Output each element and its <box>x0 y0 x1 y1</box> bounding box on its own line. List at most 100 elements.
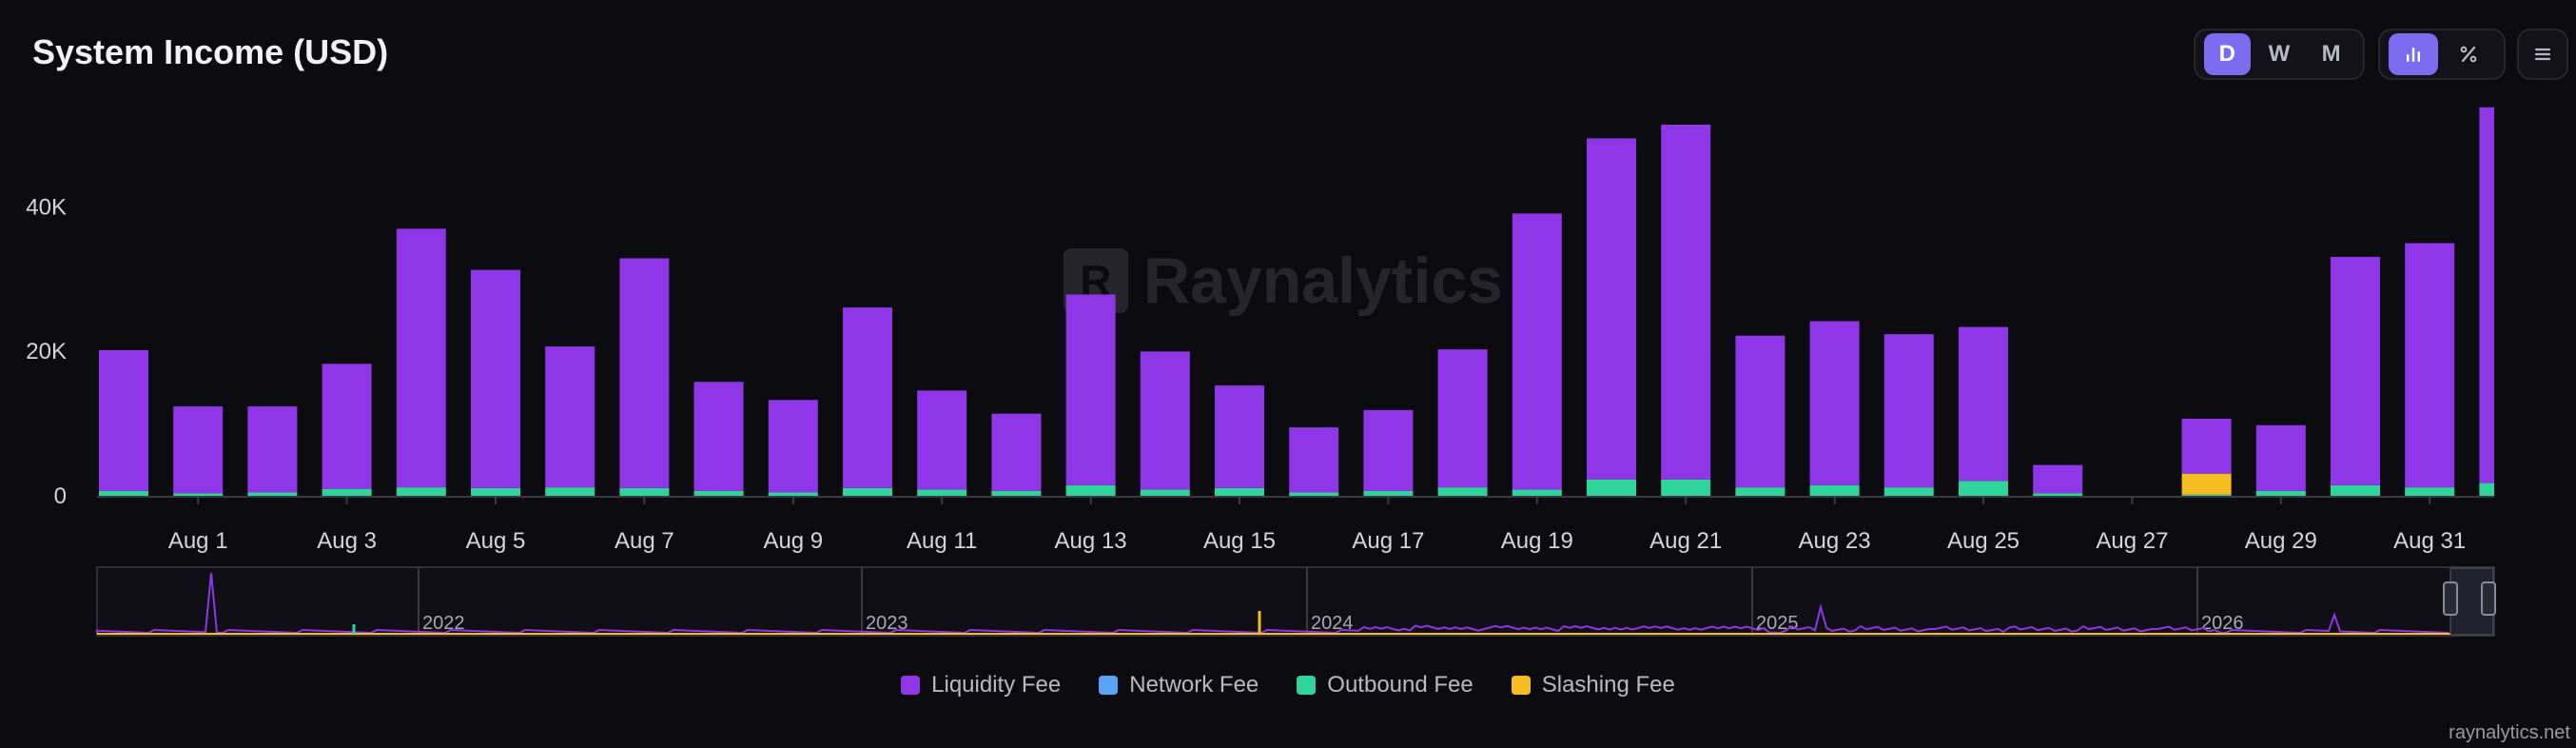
bar-outbound-fee[interactable] <box>843 487 892 497</box>
bar-outbound-fee[interactable] <box>1289 492 1339 497</box>
bar-liquidity-fee[interactable] <box>1959 326 2008 482</box>
bar-outbound-fee[interactable] <box>396 487 446 497</box>
x-tick-label: Aug 7 <box>615 528 674 554</box>
period-week-button[interactable]: W <box>2268 41 2291 67</box>
bar-liquidity-fee[interactable] <box>619 258 670 488</box>
bar-liquidity-fee[interactable] <box>2255 424 2306 491</box>
x-axis: Aug 1 Aug 3 Aug 5 Aug 7 Aug 9 Aug 11 Aug 13 Aug… <box>168 497 2466 554</box>
bar-outbound-fee[interactable] <box>322 488 372 497</box>
bar-liquidity-fee[interactable] <box>693 382 744 491</box>
bar-liquidity-fee[interactable] <box>1883 334 1934 488</box>
legend-item-outbound-fee[interactable]: Outbound Fee <box>1297 672 1473 699</box>
bar-outbound-fee[interactable] <box>1735 487 1786 497</box>
bar-liquidity-fee[interactable] <box>2033 464 2083 494</box>
x-tick-label: Aug 29 <box>2245 528 2317 554</box>
bar-liquidity-fee[interactable] <box>1735 335 1786 488</box>
bar-liquidity-fee[interactable] <box>991 413 1042 491</box>
bar-outbound-fee[interactable] <box>991 490 1042 497</box>
bar-outbound-fee[interactable] <box>1959 481 2008 497</box>
period-day-button[interactable]: D <box>2204 33 2251 75</box>
navigator-year-label: 2024 <box>1311 613 1354 634</box>
bar-liquidity-fee[interactable] <box>1809 321 1860 485</box>
bar-outbound-fee[interactable] <box>1437 487 1488 497</box>
bar-outbound-fee[interactable] <box>619 487 670 497</box>
bar-outbound-fee[interactable] <box>471 487 520 497</box>
bar-outbound-fee[interactable] <box>2479 482 2494 497</box>
bar-liquidity-fee[interactable] <box>173 406 224 494</box>
bar-liquidity-fee[interactable] <box>2405 243 2455 488</box>
bar-series <box>99 107 2494 497</box>
bar-liquidity-fee[interactable] <box>1363 409 1414 491</box>
bar-outbound-fee[interactable] <box>247 492 298 497</box>
navigator-handle[interactable] <box>2443 581 2458 616</box>
navigator-year-label: 2025 <box>1756 613 1799 634</box>
bar-liquidity-fee[interactable] <box>917 390 967 490</box>
y-tick-label: 20K <box>26 339 67 364</box>
bar-outbound-fee[interactable] <box>545 487 595 497</box>
bar-outbound-fee[interactable] <box>1587 479 1636 497</box>
navigator-year-label: 2023 <box>866 613 908 634</box>
bar-liquidity-fee[interactable] <box>2331 256 2380 485</box>
x-tick-label: Aug 3 <box>317 528 377 554</box>
bar-outbound-fee[interactable] <box>2181 494 2232 497</box>
legend-item-network-fee[interactable]: Network Fee <box>1099 672 1259 699</box>
bar-outbound-fee[interactable] <box>1661 479 1711 497</box>
navigator-handle[interactable] <box>2481 581 2496 616</box>
bar-outbound-fee[interactable] <box>1215 487 1264 497</box>
bar-outbound-fee[interactable] <box>1809 484 1860 497</box>
x-tick-label: Aug 13 <box>1055 528 1127 554</box>
bar-liquidity-fee[interactable] <box>396 228 446 488</box>
bar-liquidity-fee[interactable] <box>1065 294 1116 485</box>
x-tick-label: Aug 19 <box>1501 528 1573 554</box>
legend-item-slashing-fee[interactable]: Slashing Fee <box>1511 672 1675 699</box>
bar-outbound-fee[interactable] <box>2405 487 2455 497</box>
percent-icon <box>2460 46 2477 63</box>
timeline-navigator[interactable]: 2022 2023 2024 2025 2026 <box>96 566 2496 637</box>
legend-swatch <box>901 676 921 695</box>
bar-liquidity-fee[interactable] <box>99 349 148 491</box>
bar-liquidity-fee[interactable] <box>2479 107 2494 483</box>
bar-outbound-fee[interactable] <box>693 490 744 497</box>
period-toggle-group: D W M <box>2194 29 2365 80</box>
x-tick-label: Aug 17 <box>1352 528 1424 554</box>
bar-outbound-fee[interactable] <box>99 490 148 497</box>
bar-slashing-fee[interactable] <box>2181 473 2232 495</box>
bar-liquidity-fee[interactable] <box>471 269 520 488</box>
bar-liquidity-fee[interactable] <box>2181 419 2232 474</box>
bar-liquidity-fee[interactable] <box>1215 385 1264 488</box>
bar-liquidity-fee[interactable] <box>1437 349 1488 488</box>
bar-outbound-fee[interactable] <box>1363 490 1414 497</box>
percent-mode-button[interactable] <box>2444 33 2493 75</box>
bar-outbound-fee[interactable] <box>1883 487 1934 497</box>
bar-liquidity-fee[interactable] <box>322 364 372 489</box>
bar-outbound-fee[interactable] <box>2033 493 2083 497</box>
bar-outbound-fee[interactable] <box>768 492 818 497</box>
bar-outbound-fee[interactable] <box>1512 489 1562 497</box>
bar-liquidity-fee[interactable] <box>768 400 818 493</box>
footer-credit: raynalytics.net <box>2449 722 2570 743</box>
bar-liquidity-fee[interactable] <box>1512 213 1562 490</box>
navigator-year-label: 2026 <box>2201 613 2244 634</box>
bar-outbound-fee[interactable] <box>173 493 224 497</box>
bar-liquidity-fee[interactable] <box>1289 427 1339 493</box>
bar-liquidity-fee[interactable] <box>1587 138 1636 480</box>
legend-item-liquidity-fee[interactable]: Liquidity Fee <box>901 672 1061 699</box>
chart-menu-button[interactable] <box>2517 29 2568 80</box>
bar-outbound-fee[interactable] <box>1140 489 1190 497</box>
bar-outbound-fee[interactable] <box>2331 484 2380 497</box>
period-month-button[interactable]: M <box>2321 41 2341 67</box>
bar-liquidity-fee[interactable] <box>1661 124 1711 480</box>
bar-liquidity-fee[interactable] <box>1140 351 1190 490</box>
absolute-mode-button[interactable] <box>2389 33 2438 75</box>
bar-liquidity-fee[interactable] <box>843 307 892 488</box>
bar-liquidity-fee[interactable] <box>545 346 595 488</box>
display-mode-group <box>2378 29 2506 80</box>
bar-outbound-fee[interactable] <box>2255 490 2306 497</box>
y-tick-label: 0 <box>54 483 67 509</box>
bar-outbound-fee[interactable] <box>1065 484 1116 497</box>
bar-liquidity-fee[interactable] <box>247 406 298 493</box>
navigator-frame <box>96 566 2495 637</box>
bar-outbound-fee[interactable] <box>917 489 967 497</box>
x-tick-label: Aug 31 <box>2393 528 2466 554</box>
legend: Liquidity Fee Network Fee Outbound Fee Slas… <box>0 672 2576 699</box>
